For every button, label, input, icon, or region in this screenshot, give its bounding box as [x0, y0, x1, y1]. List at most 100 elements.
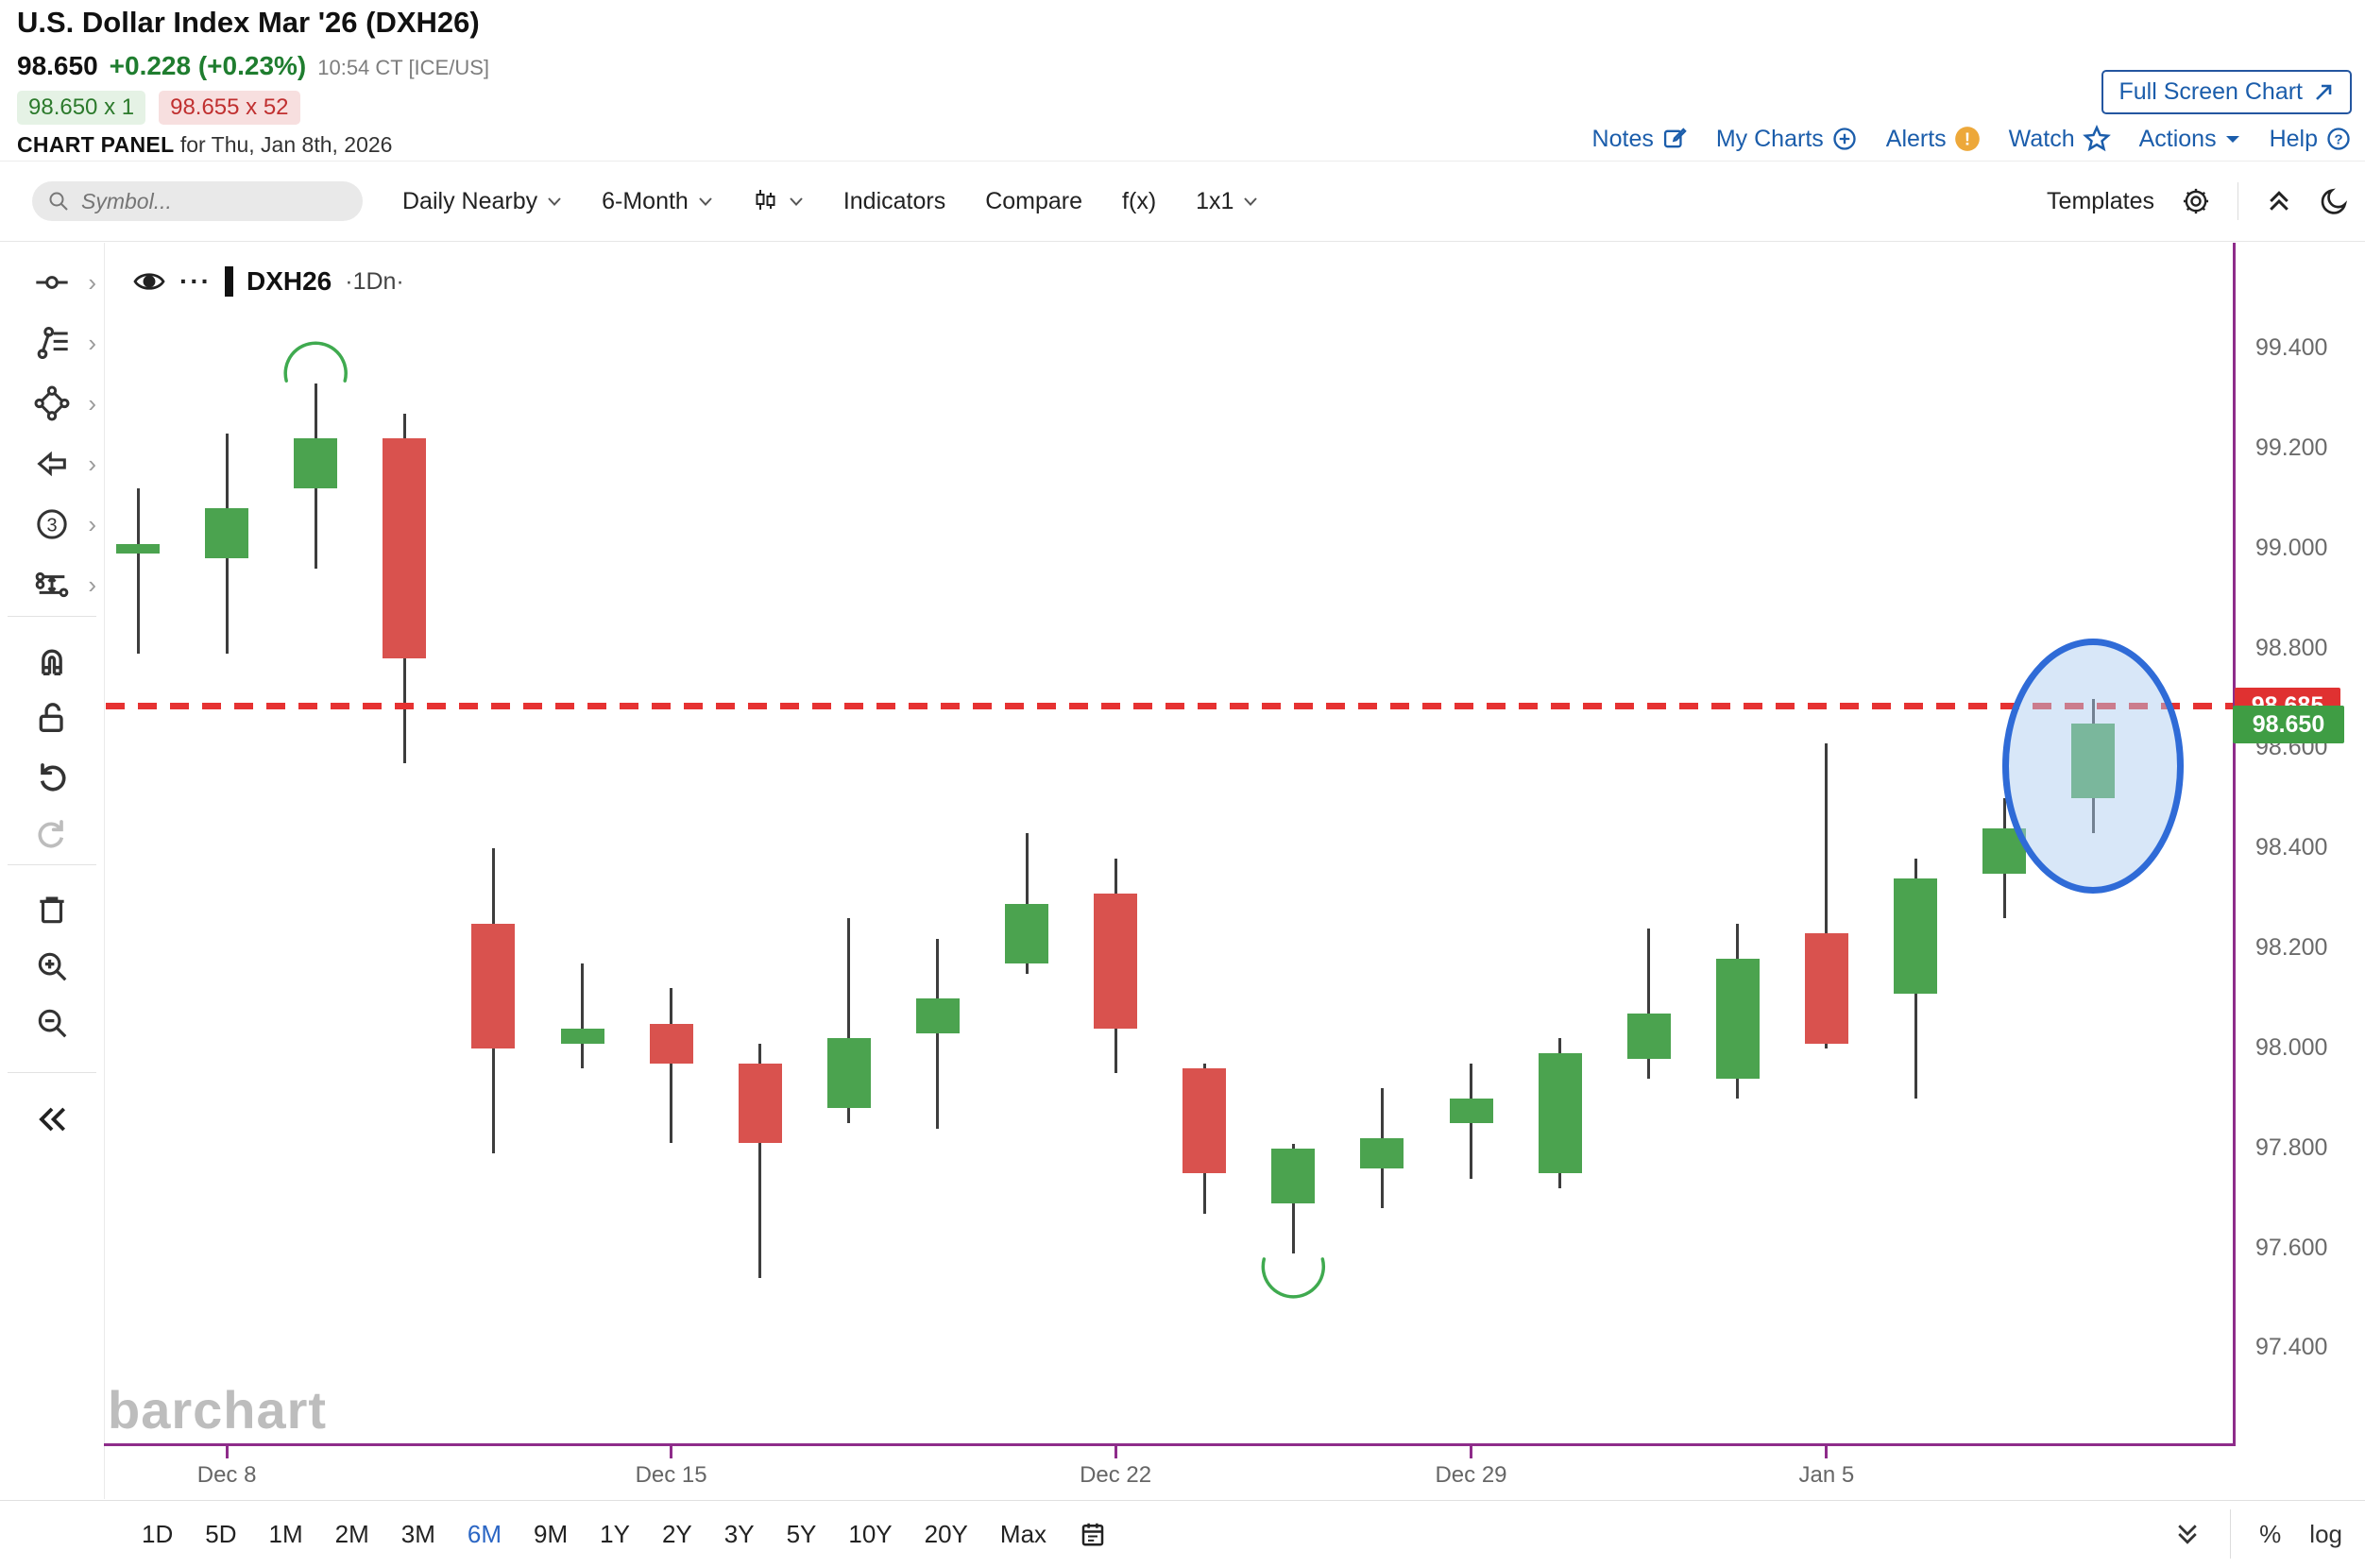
dark-mode-moon-icon[interactable]	[2320, 186, 2350, 216]
candle-dec-15[interactable]	[649, 1023, 693, 1064]
arrow-tool[interactable]: ›	[0, 437, 104, 490]
range-dropdown[interactable]: 6-Month	[602, 188, 713, 215]
candle-dec-19[interactable]	[1005, 903, 1048, 963]
unlock-button[interactable]	[0, 691, 104, 744]
plus-circle-icon	[1831, 126, 1858, 152]
notes-link[interactable]: Notes	[1592, 126, 1688, 153]
chart-toolbar: Daily Nearby 6-Month Indicators Compare …	[0, 161, 2365, 242]
svg-text:3: 3	[46, 516, 57, 537]
grid-layout-dropdown[interactable]: 1x1	[1196, 188, 1258, 215]
expand-chevron-icon[interactable]: ›	[88, 449, 96, 478]
candle-dec-12[interactable]	[560, 1028, 604, 1044]
fibonacci-tool[interactable]: ›	[0, 316, 104, 369]
range-button-20y[interactable]: 20Y	[924, 1519, 968, 1548]
range-button-5d[interactable]: 5D	[205, 1519, 237, 1548]
candle-dec-29[interactable]	[1449, 1098, 1493, 1124]
annotation-arc	[1261, 1257, 1326, 1299]
delete-drawings-button[interactable]	[0, 883, 104, 936]
range-button-5y[interactable]: 5Y	[786, 1519, 817, 1548]
candle-dec-30[interactable]	[1538, 1053, 1582, 1174]
actions-menu[interactable]: Actions	[2139, 126, 2241, 153]
range-button-1m[interactable]: 1M	[268, 1519, 303, 1548]
candle-dec-8[interactable]	[205, 508, 249, 559]
symbol-search[interactable]	[32, 181, 363, 221]
alert-icon: !	[1954, 126, 1981, 152]
help-link[interactable]: Help ?	[2270, 126, 2352, 153]
collapse-panel-icon[interactable]	[2265, 187, 2293, 215]
indicators-button[interactable]: Indicators	[842, 187, 946, 214]
candle-dec-31[interactable]	[1626, 1013, 1671, 1059]
range-button-10y[interactable]: 10Y	[848, 1519, 893, 1548]
range-button-3m[interactable]: 3M	[400, 1519, 435, 1548]
candle-dec-5[interactable]	[116, 543, 160, 554]
symbol-input[interactable]	[79, 187, 329, 215]
series-menu-dots[interactable]: ···	[179, 266, 212, 296]
zoom-in-button[interactable]	[0, 940, 104, 993]
candle-dec-18[interactable]	[915, 998, 960, 1034]
candle-dec-16[interactable]	[738, 1063, 782, 1144]
percent-scale-button[interactable]: %	[2259, 1519, 2282, 1548]
highlight-ellipse[interactable]	[2002, 638, 2185, 894]
resistance-dashed-line[interactable]	[106, 702, 2234, 709]
range-button-1d[interactable]: 1D	[142, 1519, 174, 1548]
candle-jan-5[interactable]	[1804, 933, 1848, 1044]
templates-button[interactable]: Templates	[2047, 187, 2154, 214]
candle-wick	[758, 1043, 762, 1279]
undo-button[interactable]	[0, 748, 104, 801]
zoom-out-button[interactable]	[0, 997, 104, 1049]
shapes-tool[interactable]: ›	[0, 377, 104, 430]
y-axis-label: 98.200	[2255, 934, 2328, 962]
fx-button[interactable]: f(x)	[1122, 187, 1157, 214]
expand-chevron-icon[interactable]: ›	[88, 388, 96, 418]
double-chevron-down-icon[interactable]	[2173, 1520, 2202, 1548]
arrow-ne-icon	[2312, 81, 2335, 104]
candle-dec-17[interactable]	[826, 1038, 871, 1109]
compare-button[interactable]: Compare	[985, 187, 1083, 214]
range-button-3y[interactable]: 3Y	[723, 1519, 755, 1548]
candle-wick	[581, 963, 584, 1069]
axis-border-right	[2233, 243, 2236, 1446]
last-price-badge: 98.650	[2233, 706, 2344, 743]
range-button-2m[interactable]: 2M	[334, 1519, 369, 1548]
expand-chevron-icon[interactable]: ›	[88, 328, 96, 357]
expand-chevron-icon[interactable]: ›	[88, 509, 96, 538]
candle-dec-22[interactable]	[1094, 893, 1138, 1029]
range-button-max[interactable]: Max	[999, 1519, 1047, 1548]
log-scale-button[interactable]: log	[2309, 1519, 2342, 1548]
range-button-9m[interactable]: 9M	[534, 1519, 569, 1548]
alerts-link[interactable]: Alerts !	[1886, 126, 1981, 153]
collapse-sidebar-button[interactable]	[0, 1093, 104, 1146]
range-button-1y[interactable]: 1Y	[600, 1519, 630, 1548]
candle-dec-9[interactable]	[294, 438, 338, 489]
candle-dec-11[interactable]	[471, 923, 516, 1048]
my-charts-link[interactable]: My Charts	[1716, 126, 1858, 153]
candle-dec-10[interactable]	[383, 438, 427, 659]
full-screen-chart-button[interactable]: Full Screen Chart	[2101, 70, 2352, 114]
elliott-wave-tool[interactable]: 3 ›	[0, 498, 104, 551]
chart-type-dropdown[interactable]	[753, 187, 804, 215]
expand-chevron-icon[interactable]: ›	[88, 570, 96, 599]
redo-button[interactable]	[0, 805, 104, 858]
magnet-mode-button[interactable]	[0, 635, 104, 688]
candle-jan-2[interactable]	[1715, 958, 1760, 1079]
range-button-6m[interactable]: 6M	[467, 1519, 502, 1548]
x-axis-tick	[1470, 1443, 1472, 1458]
calendar-icon[interactable]	[1079, 1520, 1107, 1548]
frequency-dropdown[interactable]: Daily Nearby	[402, 188, 562, 215]
measure-tool[interactable]: ›	[0, 558, 104, 611]
settings-gear-icon[interactable]	[2181, 186, 2211, 216]
eye-icon[interactable]	[132, 267, 166, 296]
watch-link[interactable]: Watch	[2009, 125, 2111, 153]
scale-controls: % log	[2173, 1509, 2342, 1559]
y-axis-label: 99.400	[2255, 334, 2328, 362]
notes-icon	[1661, 126, 1688, 152]
candle-jan-6[interactable]	[1894, 878, 1937, 994]
trendline-tool[interactable]: ›	[0, 256, 104, 309]
candle-dec-23[interactable]	[1182, 1068, 1227, 1174]
expand-chevron-icon[interactable]: ›	[88, 267, 96, 297]
toolbar-divider	[2237, 182, 2238, 220]
candle-dec-26[interactable]	[1360, 1138, 1404, 1168]
candle-wick	[1025, 833, 1029, 974]
range-button-2y[interactable]: 2Y	[661, 1519, 692, 1548]
candle-dec-24[interactable]	[1271, 1148, 1316, 1203]
